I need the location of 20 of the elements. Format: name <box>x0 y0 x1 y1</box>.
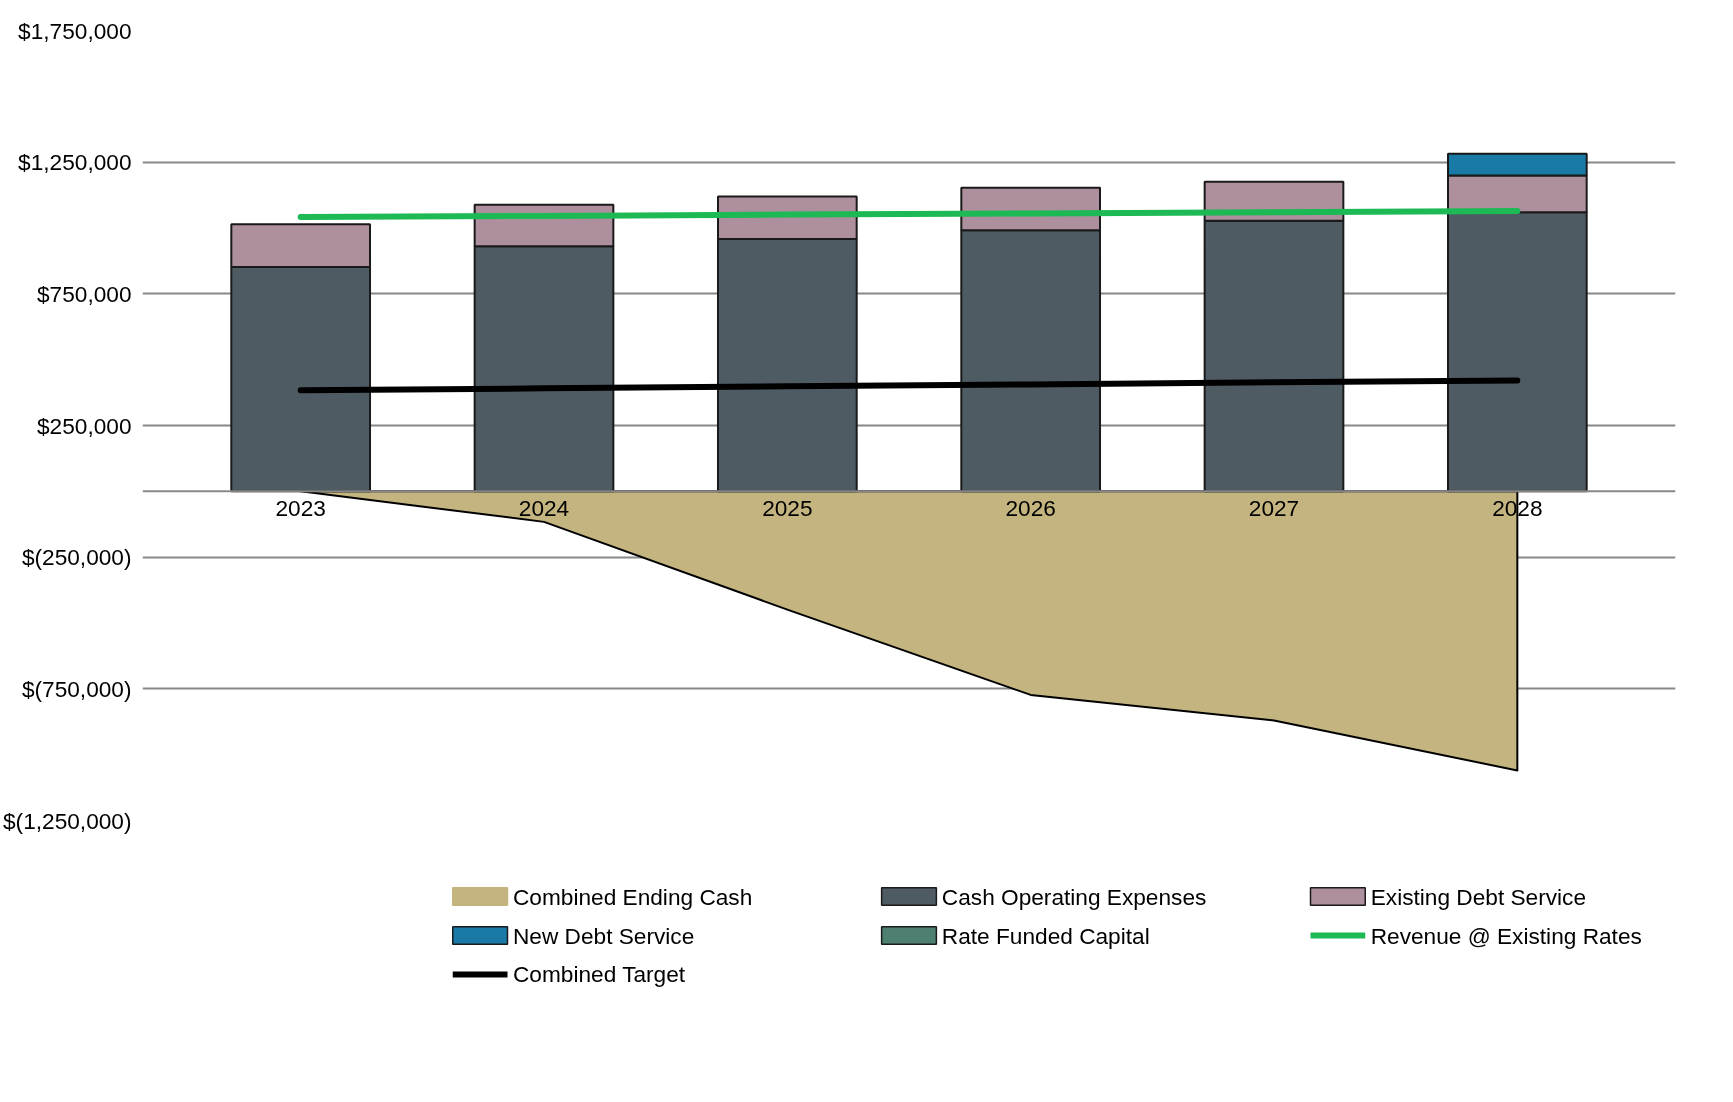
legend-label: Existing Debt Service <box>1370 883 1587 910</box>
legend-label: Combined Target <box>512 961 686 988</box>
legend-label: Rate Funded Capital <box>941 922 1150 949</box>
y-tick-label: $1,250,000 <box>18 149 132 176</box>
y-tick-label: $250,000 <box>37 412 132 439</box>
y-tick-label: $1,750,000 <box>18 17 132 44</box>
y-tick-label: $(1,250,000) <box>3 807 132 834</box>
y-tick-label: $(250,000) <box>21 544 132 571</box>
x-tick-label: 2023 <box>275 495 326 522</box>
legend-label: Revenue @ Existing Rates <box>1370 922 1642 949</box>
legend-label: Cash Operating Expenses <box>941 883 1207 910</box>
y-tick-label: $(750,000) <box>21 675 132 702</box>
legend-label: New Debt Service <box>512 922 695 949</box>
x-tick-label: 2024 <box>518 495 570 522</box>
legend-label: Combined Ending Cash <box>512 883 753 910</box>
x-tick-label: 2026 <box>1005 495 1056 522</box>
x-tick-label: 2027 <box>1248 495 1300 522</box>
x-tick-label: 2028 <box>1492 495 1543 522</box>
y-tick-label: $750,000 <box>37 280 132 307</box>
x-tick-label: 2025 <box>762 495 813 522</box>
